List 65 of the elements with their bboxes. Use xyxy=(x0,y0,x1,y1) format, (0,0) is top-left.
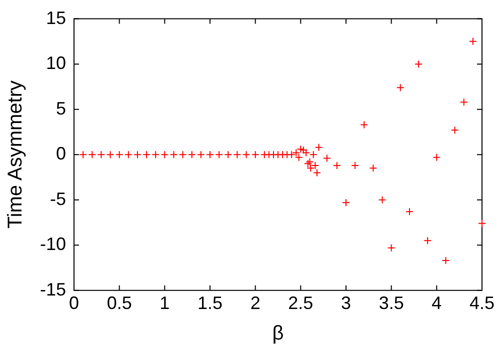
point xyxy=(178,150,187,159)
x-tick-label: 2.5 xyxy=(288,293,314,314)
x-tick-label: 3 xyxy=(340,293,352,314)
y-tick-label: 10 xyxy=(46,53,66,74)
point xyxy=(242,150,250,159)
point xyxy=(396,84,404,92)
point xyxy=(152,150,160,159)
point xyxy=(369,164,378,172)
point xyxy=(288,150,296,159)
point xyxy=(170,150,178,159)
point xyxy=(342,198,350,207)
x-tick-label: 1.5 xyxy=(197,293,223,314)
point xyxy=(322,154,331,162)
point xyxy=(351,161,360,170)
x-tick-label: 2 xyxy=(250,293,260,314)
y-tick-label: -10 xyxy=(40,234,66,254)
point xyxy=(309,150,318,159)
x-tick-label: 1 xyxy=(160,293,170,314)
point xyxy=(196,150,205,159)
point xyxy=(405,208,414,216)
point xyxy=(224,150,232,159)
point xyxy=(124,150,132,159)
point xyxy=(115,150,124,159)
point xyxy=(269,150,278,159)
point xyxy=(387,244,396,252)
point xyxy=(260,150,268,159)
point xyxy=(378,196,386,204)
point xyxy=(424,236,432,245)
point xyxy=(299,146,308,154)
point xyxy=(133,150,142,159)
y-tick-label: 5 xyxy=(56,98,66,118)
x-tick-label: 0.5 xyxy=(106,293,132,314)
point xyxy=(360,120,368,129)
point xyxy=(88,150,96,159)
point xyxy=(97,150,106,159)
point xyxy=(450,126,459,134)
point xyxy=(233,150,242,159)
x-tick-label: 0 xyxy=(69,293,80,314)
point xyxy=(332,161,341,170)
x-tick-label: 4.5 xyxy=(469,293,495,314)
point xyxy=(314,143,323,152)
point xyxy=(106,150,114,159)
point xyxy=(312,168,321,177)
point xyxy=(188,150,196,159)
x-tick-label: 3.5 xyxy=(378,293,404,314)
y-tick-label: 15 xyxy=(46,8,66,28)
point xyxy=(414,60,423,68)
point xyxy=(79,150,88,159)
point xyxy=(478,219,486,228)
point xyxy=(460,98,468,106)
y-tick-label: 0 xyxy=(56,144,66,164)
point xyxy=(206,150,214,159)
point xyxy=(160,150,169,159)
y-tick-label: -15 xyxy=(40,279,66,300)
x-tick-label: 4 xyxy=(432,293,442,314)
point xyxy=(442,256,450,265)
x-axis-title: β xyxy=(272,322,284,345)
y-axis-title: Time Asymmetry xyxy=(4,80,27,229)
point xyxy=(468,37,477,46)
point xyxy=(215,150,224,159)
point xyxy=(142,150,151,159)
point xyxy=(432,153,441,162)
point xyxy=(264,150,273,159)
point xyxy=(251,150,260,159)
y-tick-label: -5 xyxy=(50,188,66,209)
